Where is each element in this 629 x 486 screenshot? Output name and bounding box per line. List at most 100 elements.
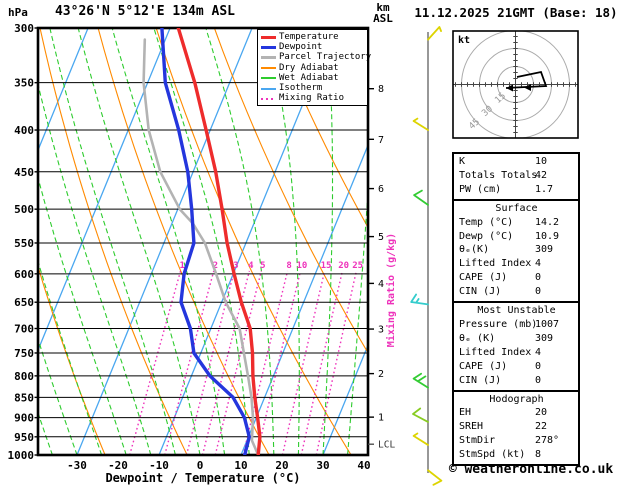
stat-value: 14.2 bbox=[535, 216, 560, 228]
table-section-title: Hodograph bbox=[489, 393, 544, 405]
wet-adiabat-line bbox=[49, 28, 176, 455]
table-row: StmDir 278° bbox=[459, 434, 574, 448]
wind-barb bbox=[412, 432, 429, 446]
pressure-tick-label: 950 bbox=[14, 431, 34, 444]
pressure-tick-label: 800 bbox=[14, 370, 34, 383]
table-row: PW (cm) 1.7 bbox=[459, 183, 574, 197]
stat-label: Pressure (mb) bbox=[459, 318, 538, 330]
table-row: K 10 bbox=[459, 155, 574, 169]
pressure-tick-label: 850 bbox=[14, 391, 34, 404]
table-row: CAPE (J) 0 bbox=[459, 271, 574, 285]
table-section-title: Most Unstable bbox=[477, 305, 556, 317]
dry-adiabat-line bbox=[271, 28, 368, 229]
curve-dewpoint bbox=[160, 28, 251, 455]
mixing-ratio-label: 25 bbox=[352, 261, 363, 271]
temperature-tick-label: -30 bbox=[67, 459, 87, 472]
legend-item: Dry Adiabat bbox=[261, 63, 365, 73]
table-row: Pressure (mb) 1007 bbox=[459, 318, 574, 332]
stat-label: StmSpd (kt) bbox=[459, 449, 526, 461]
pressure-tick-label: 700 bbox=[14, 323, 34, 336]
mixing-ratio-label: 15 bbox=[321, 261, 332, 271]
mixing-ratio-labels: 1 2 3 4 5 8 10 15 20 25 bbox=[179, 261, 363, 271]
table-row: θₑ(K) 309 bbox=[459, 243, 574, 257]
stat-value: 10 bbox=[535, 156, 548, 167]
sounding-curves bbox=[142, 28, 262, 455]
pressure-tick-label: 650 bbox=[14, 296, 34, 309]
pressure-tick-label: 1000 bbox=[8, 449, 35, 462]
km-tick-label: 6 bbox=[378, 184, 384, 195]
table-row: CIN (J) 0 bbox=[459, 374, 574, 388]
stat-label: CAPE (J) bbox=[459, 272, 508, 284]
temperature-tick-label: 10 bbox=[234, 459, 247, 472]
station-title: 43°26'N 5°12'E 134m ASL bbox=[54, 4, 235, 19]
wind-barb bbox=[410, 293, 429, 306]
wet-adiabat-line bbox=[38, 81, 152, 455]
stat-label: Lifted Index bbox=[459, 346, 532, 358]
stat-label: PW (cm) bbox=[459, 183, 502, 195]
stat-value: 10.9 bbox=[535, 230, 560, 242]
hodograph-border bbox=[452, 30, 579, 139]
legend-item: Temperature bbox=[261, 32, 365, 42]
legend-item: Mixing Ratio bbox=[261, 94, 365, 104]
pressure-tick-labels: 300 350 400 450 500 550 600 650 700 750 800 850 900 9… bbox=[8, 22, 38, 462]
legend-swatch-temperature bbox=[261, 35, 276, 39]
mixing-ratio-line bbox=[201, 270, 251, 455]
mixing-ratio-line bbox=[256, 270, 302, 455]
stat-label: Lifted Index bbox=[459, 258, 532, 270]
curve-temperature bbox=[176, 28, 262, 455]
km-tick-label: 2 bbox=[378, 369, 384, 380]
stat-label: θₑ(K) bbox=[459, 244, 490, 256]
legend-item: Parcel Trajectory bbox=[261, 53, 371, 63]
table-row: Dewp (°C) 10.9 bbox=[459, 230, 574, 244]
stat-value: 278° bbox=[535, 435, 560, 447]
legend-swatch-parcel-trajectory bbox=[261, 56, 276, 60]
stat-value: 309 bbox=[535, 244, 554, 256]
x-axis-label: Dewpoint / Temperature (°C) bbox=[105, 471, 300, 485]
km-tick-label: 3 bbox=[378, 325, 384, 336]
mixing-ratio-line bbox=[300, 270, 344, 455]
table-section: K 10 Totals Totals 42 PW (cm) 1.7 bbox=[454, 154, 578, 199]
stat-value: 309 bbox=[535, 332, 554, 344]
stat-value: 20 bbox=[535, 407, 548, 419]
legend-label: Parcel Trajectory bbox=[279, 52, 372, 63]
temperature-tick-label: 30 bbox=[316, 459, 329, 472]
mixing-ratio-label: 2 bbox=[213, 261, 218, 271]
stat-label: CAPE (J) bbox=[459, 360, 508, 372]
wind-barb bbox=[427, 469, 443, 486]
table-row: StmSpd (kt) 8 bbox=[459, 448, 574, 462]
stat-label: θₑ (K) bbox=[459, 332, 496, 344]
mixing-ratio-label: 8 bbox=[286, 261, 291, 271]
legend-item: Isotherm bbox=[261, 83, 365, 93]
stat-value: 0 bbox=[535, 286, 542, 298]
mixing-ratio-line bbox=[281, 270, 326, 455]
table-row: Temp (°C) 14.2 bbox=[459, 216, 574, 230]
wind-barb bbox=[427, 26, 442, 41]
legend-label: Temperature bbox=[279, 31, 339, 42]
pressure-tick-label: 450 bbox=[14, 166, 34, 179]
table-section-hodograph: Hodograph EH 20 SREH 22 StmDir 278° StmSpd (kt)… bbox=[454, 389, 578, 465]
wind-barb bbox=[412, 372, 429, 389]
km-tick-label: 7 bbox=[378, 135, 384, 146]
legend-swatch-isotherm bbox=[261, 87, 276, 90]
stat-label: StmDir bbox=[459, 435, 496, 447]
stat-label: EH bbox=[459, 407, 472, 419]
temperature-tick-label: 40 bbox=[357, 459, 370, 472]
pressure-tick-label: 900 bbox=[14, 412, 34, 425]
km-tick-label: 4 bbox=[378, 279, 384, 290]
table-row: SREH 22 bbox=[459, 420, 574, 434]
stat-value: 22 bbox=[535, 421, 548, 433]
table-row: Lifted Index 4 bbox=[459, 257, 574, 271]
table-row: Totals Totals 42 bbox=[459, 169, 574, 183]
temperature-tick-label: -20 bbox=[108, 459, 128, 472]
table-row: EH 20 bbox=[459, 406, 574, 420]
isotherm-line bbox=[322, 343, 368, 455]
pressure-tick-label: 300 bbox=[14, 22, 34, 35]
indices-table: K 10 Totals Totals 42 PW (cm) 1.7 Surface Temp … bbox=[452, 152, 580, 467]
legend-swatch-wet-adiabat bbox=[261, 77, 276, 80]
mixing-ratio-line bbox=[164, 270, 215, 455]
mixing-ratio-line bbox=[129, 270, 182, 455]
mixing-ratio-label: 1 bbox=[179, 261, 184, 271]
